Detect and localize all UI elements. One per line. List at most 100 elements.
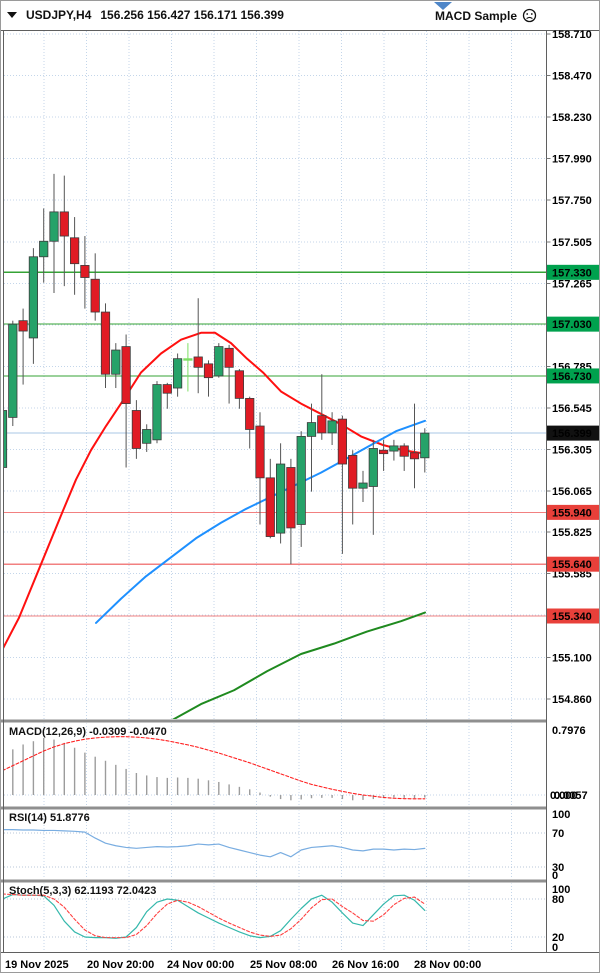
price-tick-label: 156.065 [552,486,592,498]
symbol-dropdown-icon[interactable] [7,12,17,18]
candle-body [234,370,244,399]
price-badge-text: 155.340 [552,611,592,623]
price-tick-label: 155.100 [552,652,592,664]
candle-body [224,347,234,368]
main-pane [4,31,547,719]
stoch-d-line [4,893,426,939]
sep-main-macd [1,719,547,723]
candle-body [18,320,28,332]
price-badge-155.340: 155.340 [547,608,599,624]
candle-body [368,448,378,487]
candle-body [399,445,409,457]
stoch-scale-label: 0 [552,942,558,954]
rsi-scale-label: 0 [552,870,558,882]
candle-body [59,211,69,237]
time-axis-label[interactable]: 19 Nov 2025 [5,959,69,971]
price-badge-157.030: 157.030 [547,316,599,332]
chart-shift-marker-icon[interactable] [434,2,452,10]
macd-signal-line [4,736,426,800]
ma-slow-green-line [172,611,426,719]
stoch-k-line [4,893,426,939]
candle-body [389,445,399,452]
stoch-scale-label: 20 [552,932,564,944]
price-tick-label: 154.860 [552,694,592,706]
price-badge-text: 156.730 [552,371,592,383]
price-tick-label: 158.230 [552,112,592,124]
candle-body [214,346,224,377]
candle-body [49,211,59,242]
rsi-scale-label: 30 [552,862,564,874]
rsi-value: 51.8776 [49,812,90,824]
candle-body [193,356,203,368]
candle-body [28,256,39,339]
macd-scale-zero: 0.000 [550,790,578,802]
candle-body [348,454,358,489]
stoch-values: 62.1193 72.0423 [74,885,157,897]
candle-body [131,410,141,449]
sep-rsi-stoch [1,879,547,883]
price-tick-label: 156.545 [552,403,592,415]
time-axis-label[interactable]: 25 Nov 08:00 [250,959,317,971]
candle-body [275,463,286,534]
candle-body [152,384,162,441]
price-badge-155.640: 155.640 [547,556,599,572]
rsi-pane-label: RSI(14) 51.8776 [9,812,90,824]
macd-scale-current: 0.0057 [554,790,588,802]
stoch-pane-label: Stoch(5,3,3) 62.1193 72.0423 [9,885,156,897]
rsi-line [4,828,426,858]
price-badge-text: 157.330 [552,267,592,279]
candle-body [39,240,49,258]
rsi-pane [4,810,547,879]
rsi-scale-label: 70 [552,828,564,840]
time-axis-label[interactable]: 20 Nov 20:00 [87,959,154,971]
stoch-params: Stoch(5,3,3) [9,885,72,897]
candle-body [111,349,121,375]
candle-body [121,346,131,404]
candle-body [337,418,348,465]
price-tick-label: 157.750 [552,195,592,207]
ea-name-label: MACD Sample [434,8,517,23]
price-badge-156.730: 156.730 [547,368,599,384]
candle-body [420,432,430,459]
ea-indicator: MACD Sample [435,8,537,23]
price-tick-label: 156.305 [552,444,592,456]
price-badge-text: 155.640 [552,559,592,571]
ohlc-values: 156.256 156.427 156.171 156.399 [100,8,284,22]
rsi-params: RSI(14) [9,812,47,824]
time-axis-label[interactable]: 26 Nov 16:00 [332,959,399,971]
ea-sad-face-icon [522,8,537,23]
candle-body [409,452,420,460]
candle-body [286,467,296,529]
candle-body [4,410,8,468]
price-tick-label: 157.990 [552,153,592,165]
sep-macd-rsi [1,806,547,810]
candle-body [100,311,111,375]
candle-body [317,415,327,434]
candle-body [245,397,255,430]
macd-pane [4,723,547,806]
price-tick-label: 157.505 [552,237,592,249]
ma-fast-red-line [4,331,426,649]
candle-body [255,425,265,479]
candle-body [327,420,337,434]
time-axis-label[interactable]: 24 Nov 00:00 [167,959,234,971]
price-badge-157.330: 157.330 [547,264,599,280]
stoch-scale-label: 80 [552,894,564,906]
candle-body [203,363,214,379]
stoch-scale-label: 100 [552,884,570,896]
macd-scale-top: 0.7976 [552,725,586,737]
candle-body [378,449,389,455]
rsi-scale-label: 100 [552,809,570,821]
time-axis-label[interactable]: 28 Nov 00:00 [414,959,481,971]
macd-params: MACD(12,26,9) [9,726,87,738]
price-tick-label: 157.265 [552,279,592,291]
candle-body [142,429,152,444]
candle-body [172,358,183,389]
candle-body [183,358,193,361]
candle-body [80,265,90,278]
price-badge-text: 157.030 [552,319,592,331]
candle-body [162,384,172,394]
price-badge-text: 155.940 [552,507,592,519]
candle-body [296,435,306,525]
